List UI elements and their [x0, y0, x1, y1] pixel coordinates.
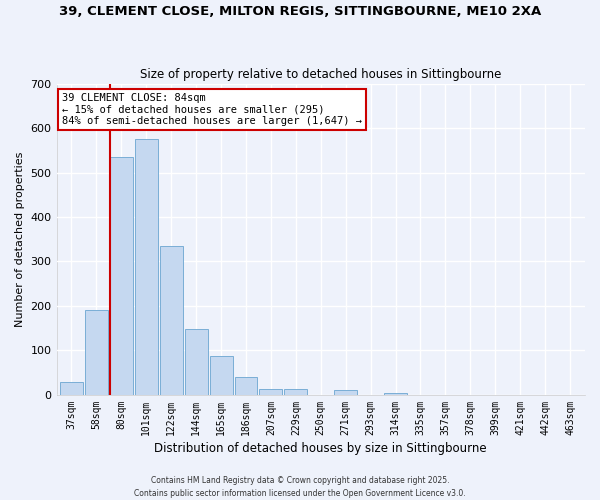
Bar: [334, 390, 357, 395]
Title: Size of property relative to detached houses in Sittingbourne: Size of property relative to detached ho…: [140, 68, 502, 81]
Bar: [384, 392, 407, 395]
Text: Contains HM Land Registry data © Crown copyright and database right 2025.
Contai: Contains HM Land Registry data © Crown c…: [134, 476, 466, 498]
Bar: [110, 157, 133, 395]
Text: 39, CLEMENT CLOSE, MILTON REGIS, SITTINGBOURNE, ME10 2XA: 39, CLEMENT CLOSE, MILTON REGIS, SITTING…: [59, 5, 541, 18]
Bar: [185, 329, 208, 395]
Bar: [60, 382, 83, 395]
Bar: [85, 310, 108, 395]
Y-axis label: Number of detached properties: Number of detached properties: [15, 152, 25, 327]
Bar: [235, 377, 257, 395]
Bar: [259, 389, 283, 395]
Bar: [209, 356, 233, 395]
X-axis label: Distribution of detached houses by size in Sittingbourne: Distribution of detached houses by size …: [154, 442, 487, 455]
Text: 39 CLEMENT CLOSE: 84sqm
← 15% of detached houses are smaller (295)
84% of semi-d: 39 CLEMENT CLOSE: 84sqm ← 15% of detache…: [62, 93, 362, 126]
Bar: [160, 246, 182, 395]
Bar: [135, 139, 158, 395]
Bar: [284, 389, 307, 395]
